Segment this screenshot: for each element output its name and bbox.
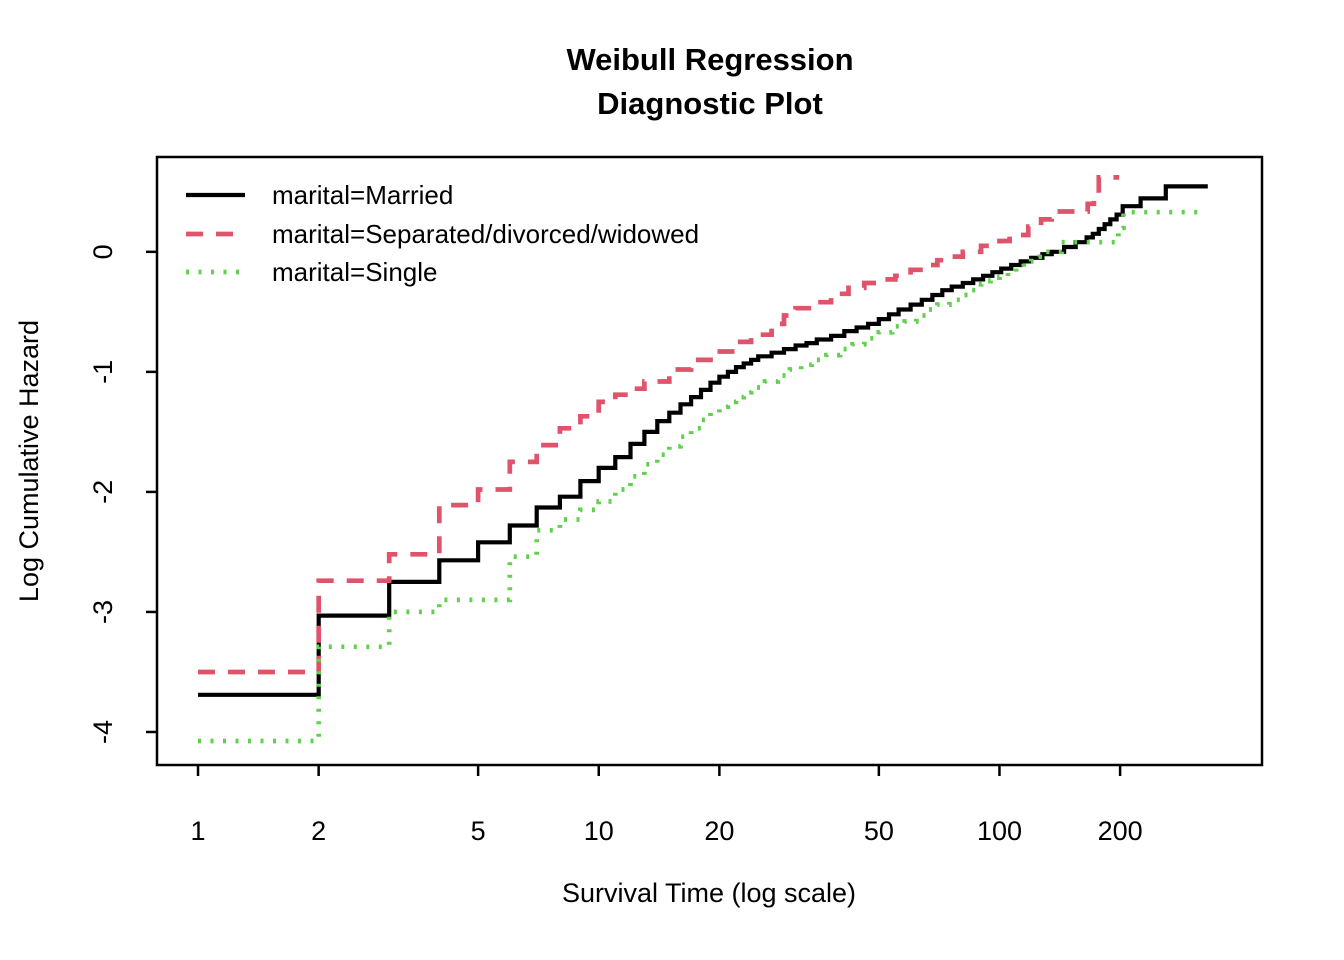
x-tick-label: 1 xyxy=(191,816,206,846)
x-tick-label: 20 xyxy=(704,816,734,846)
y-tick-label: -1 xyxy=(88,360,118,384)
series-line-separated xyxy=(198,175,1120,675)
plot-title-line2: Diagnostic Plot xyxy=(597,86,823,121)
series-line-married xyxy=(198,184,1208,697)
series-line-single xyxy=(198,209,1203,744)
legend-label-married: marital=Married xyxy=(272,180,453,210)
x-tick-label: 5 xyxy=(471,816,486,846)
legend-label-separated: marital=Separated/divorced/widowed xyxy=(272,219,699,249)
y-axis-title: Log Cumulative Hazard xyxy=(14,320,44,602)
x-axis-title: Survival Time (log scale) xyxy=(562,878,856,908)
y-tick-label: -4 xyxy=(88,720,118,744)
y-axis-tick-labels: 0 -1 -2 -3 -4 xyxy=(88,244,118,744)
y-tick-label: 0 xyxy=(88,244,118,259)
plot-frame xyxy=(155,155,1264,767)
y-tick-label: -3 xyxy=(88,600,118,624)
legend: marital=Married marital=Separated/divorc… xyxy=(186,180,699,287)
legend-line-samples xyxy=(186,192,245,275)
legend-label-single: marital=Single xyxy=(272,257,437,287)
y-axis-ticks xyxy=(146,250,157,734)
x-tick-label: 2 xyxy=(311,816,326,846)
x-tick-label: 200 xyxy=(1098,816,1143,846)
plot-title-line1: Weibull Regression xyxy=(566,42,853,77)
x-tick-label: 10 xyxy=(584,816,614,846)
x-axis-tick-labels: 1 2 5 10 20 50 100 200 xyxy=(191,816,1143,846)
series-lines xyxy=(198,175,1208,744)
x-axis-ticks xyxy=(196,765,1122,776)
x-tick-label: 50 xyxy=(864,816,894,846)
x-tick-label: 100 xyxy=(977,816,1022,846)
y-tick-label: -2 xyxy=(88,480,118,504)
